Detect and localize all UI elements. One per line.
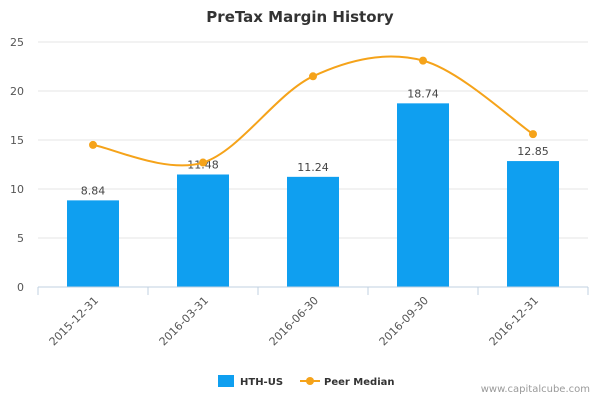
peer-median-point bbox=[419, 56, 427, 65]
peer-median-point bbox=[199, 158, 207, 167]
legend-label: Peer Median bbox=[324, 377, 395, 388]
y-tick-label: 10 bbox=[10, 183, 24, 196]
peer-median-point bbox=[89, 140, 97, 149]
bar bbox=[507, 161, 559, 287]
x-axis: 2015-12-31 2016-03-31 2016-06-30 2016-09-30… bbox=[37, 286, 589, 348]
bar bbox=[177, 174, 229, 287]
chart-title: PreTax Margin History bbox=[206, 8, 394, 26]
x-tick-label: 2016-09-30 bbox=[377, 294, 431, 348]
bar-value-label: 12.85 bbox=[517, 145, 549, 158]
y-tick-label: 15 bbox=[10, 134, 24, 147]
bar bbox=[287, 176, 339, 287]
bar-value-label: 18.74 bbox=[407, 87, 439, 100]
bar-value-label: 8.84 bbox=[81, 184, 106, 197]
bar bbox=[67, 200, 119, 287]
bar-series bbox=[67, 103, 559, 288]
gridlines bbox=[38, 41, 588, 239]
peer-median-point bbox=[529, 130, 537, 139]
x-tick-label: 2016-03-31 bbox=[157, 294, 211, 348]
x-tick-label: 2015-12-31 bbox=[47, 294, 101, 348]
legend-label: HTH-US bbox=[240, 377, 283, 388]
y-tick-label: 5 bbox=[17, 232, 24, 245]
x-tick-label: 2016-12-31 bbox=[487, 294, 541, 348]
y-tick-label: 0 bbox=[17, 281, 24, 294]
line-series bbox=[89, 55, 537, 167]
bar-value-label: 11.24 bbox=[297, 161, 329, 174]
x-tick-label: 2016-06-30 bbox=[267, 294, 321, 348]
y-axis-ticks: 0 5 10 15 20 25 bbox=[10, 36, 24, 294]
legend-swatch-marker bbox=[306, 377, 314, 385]
y-tick-label: 20 bbox=[10, 85, 24, 98]
y-tick-label: 25 bbox=[10, 36, 24, 49]
bar bbox=[397, 103, 449, 288]
watermark: www.capitalcube.com bbox=[481, 384, 590, 395]
legend: HTH-US Peer Median bbox=[218, 375, 395, 388]
legend-swatch-bar bbox=[218, 375, 234, 387]
peer-median-point bbox=[309, 72, 317, 81]
